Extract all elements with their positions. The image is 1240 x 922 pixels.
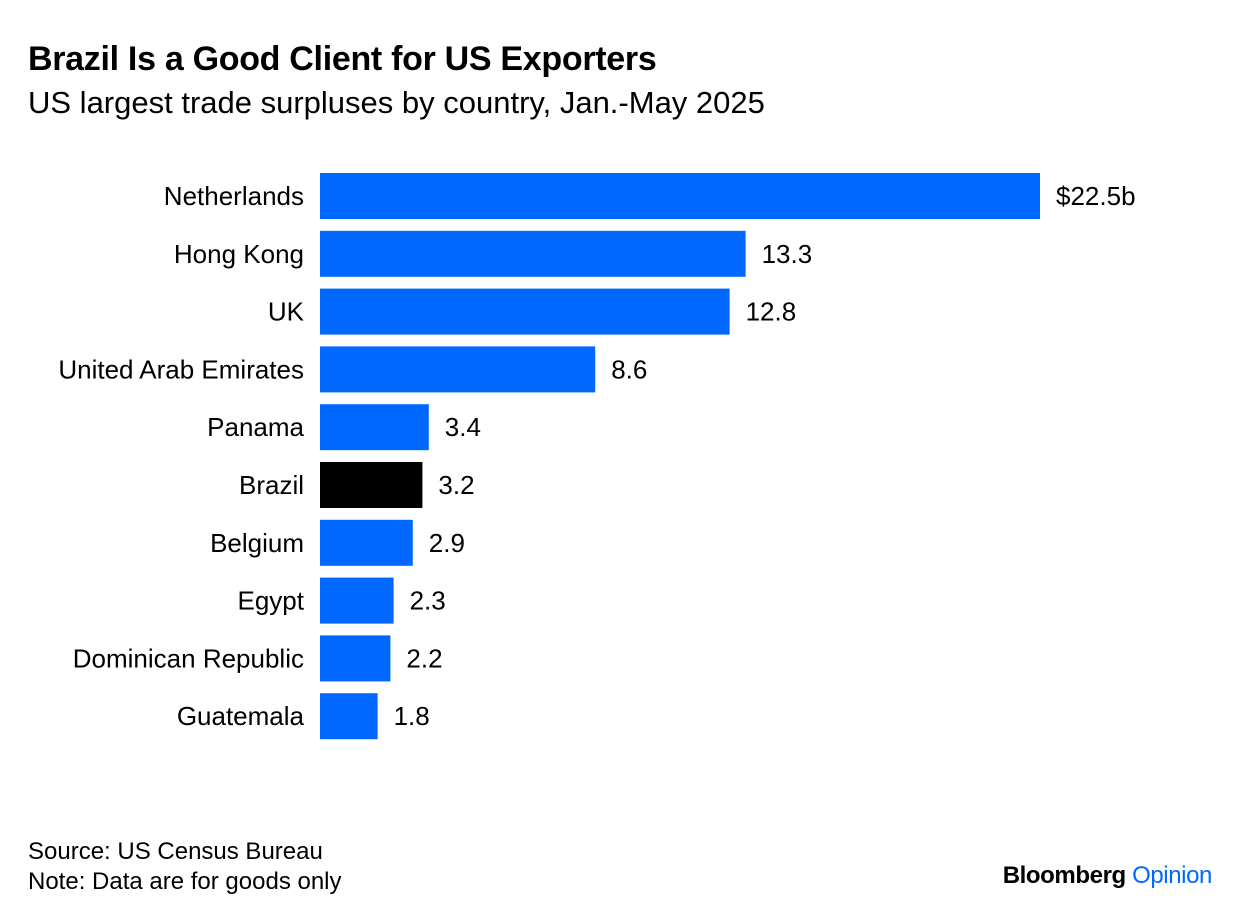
category-label: Hong Kong (174, 239, 304, 269)
bar (320, 404, 429, 451)
value-label: 2.3 (410, 586, 446, 616)
category-label: Egypt (238, 586, 305, 616)
bar (320, 173, 1040, 219)
category-label: Netherlands (164, 181, 304, 211)
brand-primary-text: Bloomberg (1002, 862, 1126, 889)
value-label: 2.2 (406, 643, 442, 673)
bar (320, 635, 391, 682)
data-note: Note: Data are for goods only (28, 868, 342, 895)
value-label: 8.6 (611, 354, 647, 384)
chart-subtitle: US largest trade surpluses by country, J… (28, 85, 765, 120)
value-label: 13.3 (762, 239, 813, 269)
value-label: 2.9 (429, 528, 465, 558)
bar (320, 288, 730, 335)
value-label: 3.2 (438, 470, 474, 500)
category-label: Belgium (210, 528, 304, 558)
value-label: 12.8 (746, 297, 797, 327)
bar (320, 230, 746, 277)
category-label: Dominican Republic (73, 643, 304, 673)
category-label: Brazil (239, 470, 304, 500)
value-label: $22.5b (1056, 181, 1136, 211)
value-label: 3.4 (445, 412, 481, 442)
chart-title: Brazil Is a Good Client for US Exporters (28, 40, 657, 78)
bar (320, 462, 423, 508)
brand-logo: Bloomberg Opinion (1002, 862, 1213, 890)
category-label: UK (268, 297, 305, 327)
category-label: United Arab Emirates (58, 354, 304, 384)
bar (320, 346, 596, 393)
bar (320, 693, 378, 740)
bar (320, 577, 394, 624)
value-label: 1.8 (394, 701, 430, 731)
category-label: Guatemala (177, 701, 305, 731)
brand-secondary-text: Opinion (1132, 862, 1212, 889)
category-label: Panama (207, 412, 304, 442)
bar (320, 519, 413, 566)
source-note: Source: US Census Bureau (28, 838, 323, 865)
